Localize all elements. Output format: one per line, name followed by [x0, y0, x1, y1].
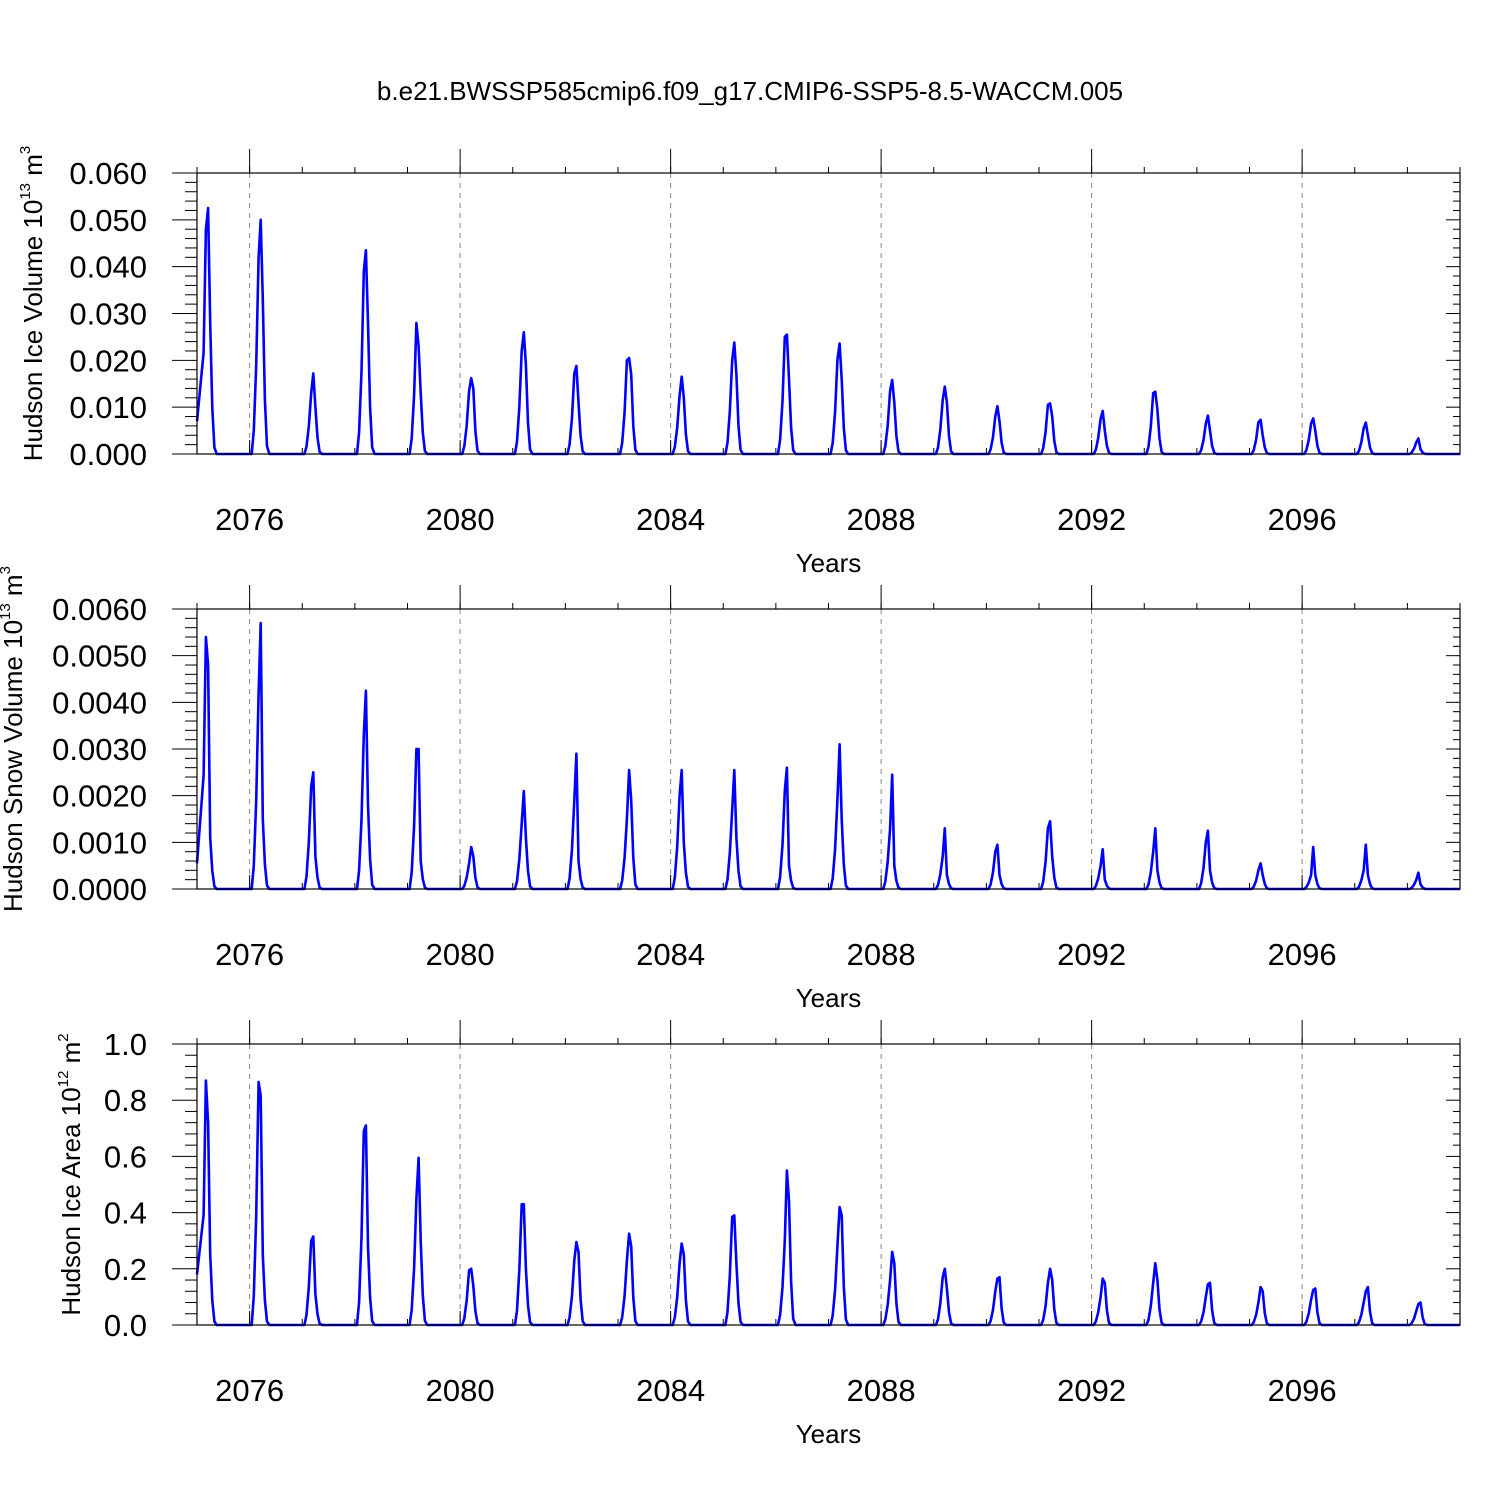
x-tick-label: 2096: [1268, 502, 1337, 537]
plot-frame: [196, 172, 1461, 455]
x-tick-label: 2076: [215, 1373, 284, 1408]
x-tick-label: 2080: [426, 1373, 495, 1408]
x-tick-label: 2088: [847, 937, 916, 972]
y-tick-label: 0.040: [69, 250, 147, 285]
x-tick-label: 2092: [1057, 502, 1126, 537]
x-tick-label: 2096: [1268, 937, 1337, 972]
x-axis-label: Years: [796, 1419, 862, 1449]
x-tick-label: 2084: [636, 1373, 705, 1408]
x-tick-label: 2084: [636, 937, 705, 972]
x-tick-label: 2096: [1268, 1373, 1337, 1408]
y-tick-label: 0.0000: [52, 872, 147, 907]
y-tick-label: 0.0010: [52, 825, 147, 860]
y-axis-label: Hudson Snow Volume 1013 m3: [0, 566, 28, 912]
plot-frame: [196, 608, 1461, 890]
y-tick-label: 0.020: [69, 343, 147, 378]
series-line-ice-area: [195, 1079, 1461, 1327]
y-tick-label: 0.0030: [52, 732, 147, 767]
series-line-snow-volume: [195, 621, 1461, 891]
y-tick-label: 0.2: [104, 1252, 147, 1287]
y-tick-label: 0.0050: [52, 639, 147, 674]
x-tick-label: 2092: [1057, 1373, 1126, 1408]
panel-ice-area: 2076 2080 2084 2088 2092 2096 0.0 0.2 0.4 0.6 0.8 1…: [55, 1020, 1461, 1449]
y-tick-label: 0.030: [69, 297, 147, 332]
x-tick-label: 2088: [847, 502, 916, 537]
y-tick-label: 0.0: [104, 1308, 147, 1343]
x-axis-label: Years: [796, 983, 862, 1013]
x-tick-label: 2076: [215, 937, 284, 972]
y-tick-label: 0.0040: [52, 685, 147, 720]
x-axis-label: Years: [796, 548, 862, 578]
x-tick-label: 2088: [847, 1373, 916, 1408]
x-tick-label: 2084: [636, 502, 705, 537]
x-tick-label: 2080: [426, 502, 495, 537]
y-tick-label: 0.4: [104, 1196, 147, 1231]
x-tick-label: 2080: [426, 937, 495, 972]
y-tick-label: 0.8: [104, 1083, 147, 1118]
series-line-ice-volume: [195, 206, 1461, 456]
y-tick-label: 0.060: [69, 156, 147, 191]
x-tick-label: 2092: [1057, 937, 1126, 972]
y-tick-label: 0.6: [104, 1139, 147, 1174]
panel-ice-volume: 2076 2080 2084 2088 2092 2096 0.000 0.010 0.020 0…: [17, 146, 1461, 578]
y-tick-label: 0.0060: [52, 592, 147, 627]
y-axis-label: Hudson Ice Volume 1013 m3: [17, 146, 48, 462]
plot-frame: [196, 1043, 1461, 1326]
y-tick-label: 0.010: [69, 390, 147, 425]
y-tick-label: 0.050: [69, 203, 147, 238]
y-axis-label: Hudson Ice Area 1012 m2: [55, 1033, 86, 1315]
page-title: b.e21.BWSSP585cmip6.f09_g17.CMIP6-SSP5-8…: [377, 76, 1123, 106]
panel-snow-volume: 2076 2080 2084 2088 2092 2096 0.0000 0.0010 0.00…: [0, 566, 1461, 1013]
y-tick-label: 0.0020: [52, 779, 147, 814]
y-tick-label: 1.0: [104, 1027, 147, 1062]
y-tick-label: 0.000: [69, 437, 147, 472]
x-tick-label: 2076: [215, 502, 284, 537]
